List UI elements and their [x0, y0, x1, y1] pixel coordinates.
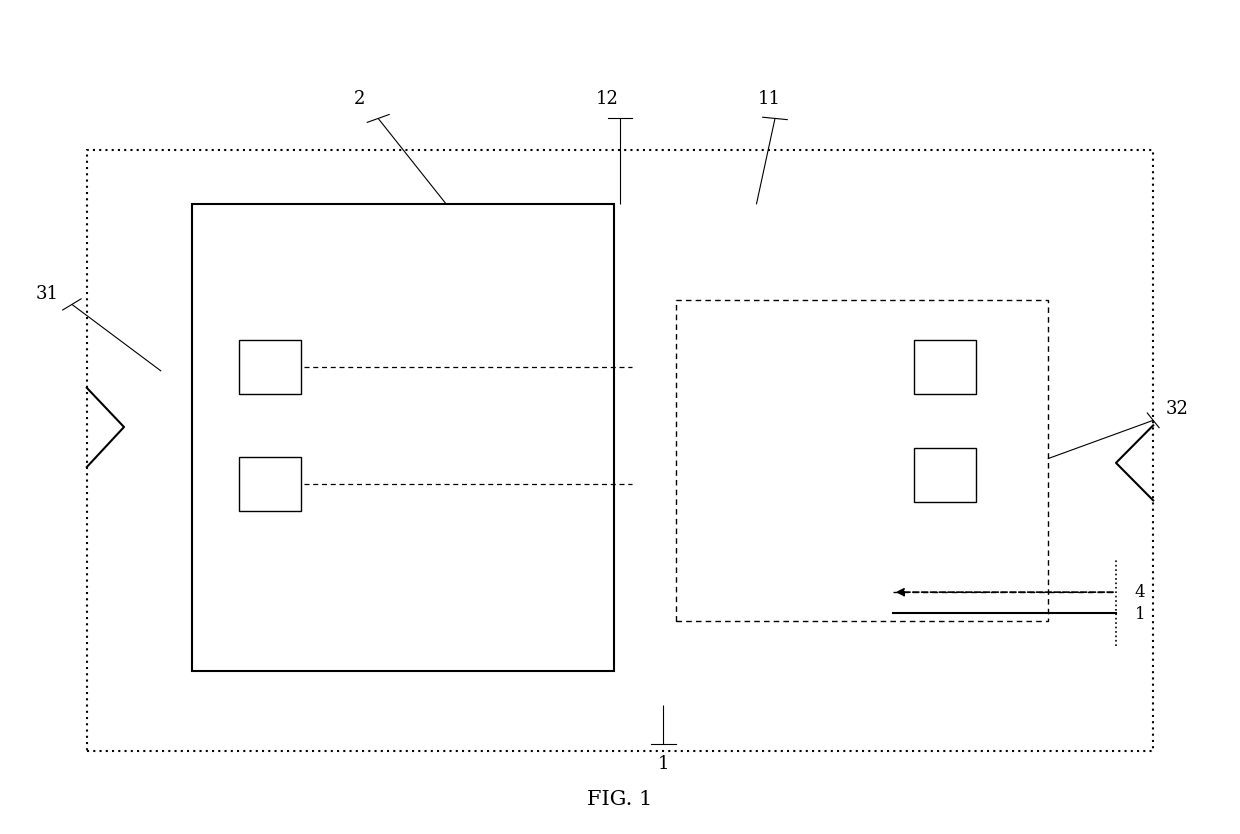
Bar	[914, 340, 976, 394]
Bar	[239, 457, 301, 510]
Bar	[914, 449, 976, 502]
Bar	[192, 204, 614, 671]
Bar	[239, 340, 301, 394]
Text: 1: 1	[657, 755, 670, 773]
Text: FIG. 1: FIG. 1	[588, 790, 652, 809]
Text: 1: 1	[1135, 606, 1146, 623]
Text: 2: 2	[353, 90, 366, 108]
Text: 12: 12	[596, 90, 619, 108]
Text: 11: 11	[758, 90, 780, 108]
Text: 32: 32	[1166, 399, 1188, 418]
Text: 4: 4	[1135, 584, 1146, 600]
Bar	[676, 300, 1048, 621]
Text: 31: 31	[36, 284, 58, 303]
Bar	[87, 150, 1153, 751]
